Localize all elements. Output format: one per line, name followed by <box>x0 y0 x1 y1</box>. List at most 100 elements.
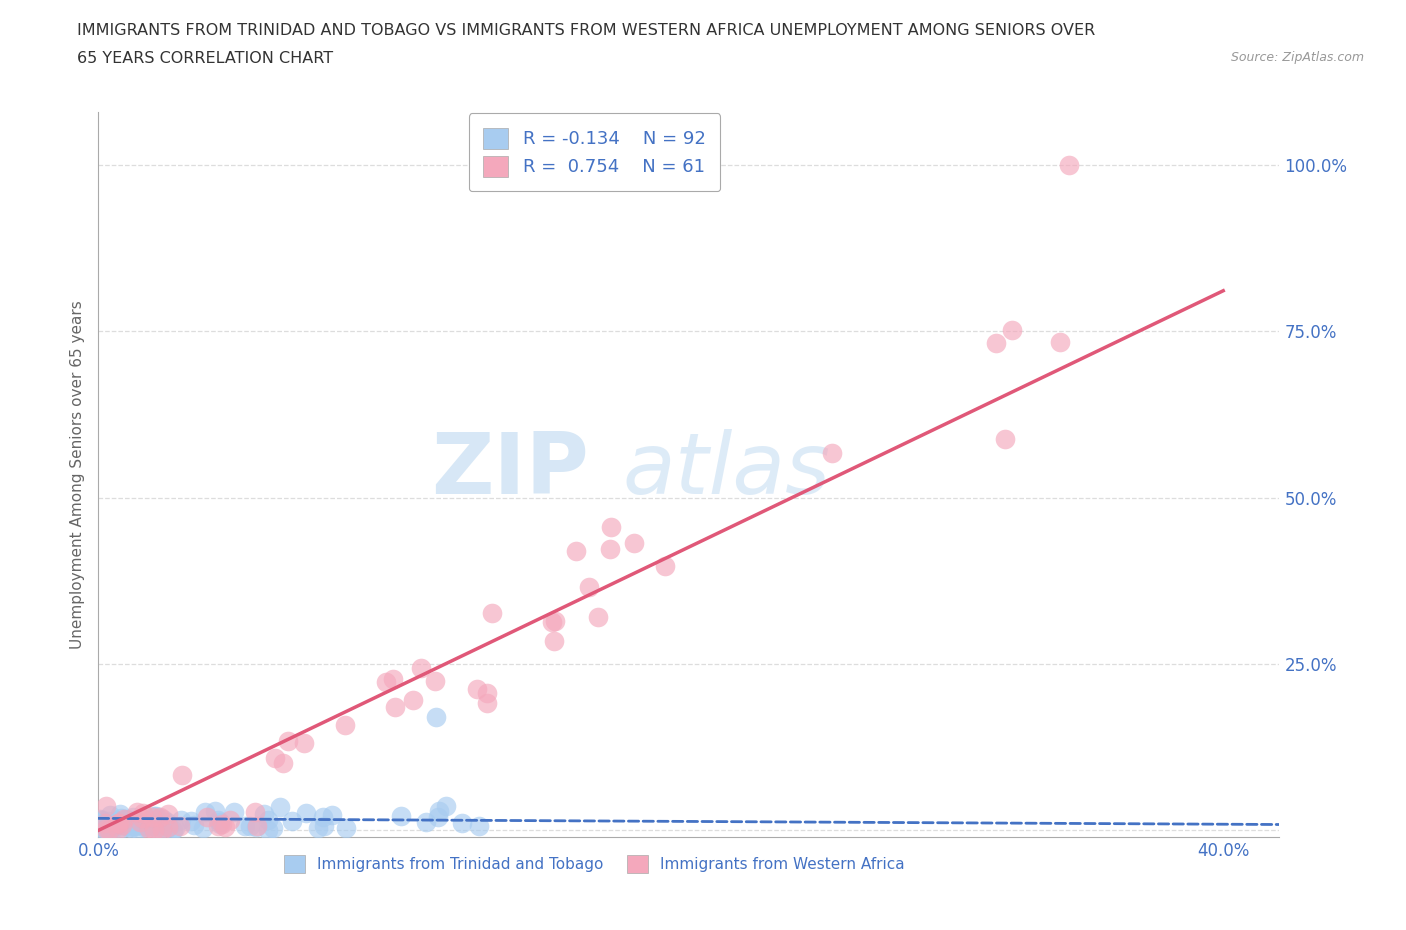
Point <box>131 810 153 825</box>
Point <box>120 815 142 830</box>
Point <box>114 819 136 834</box>
Point <box>91 819 114 834</box>
Point <box>105 814 128 829</box>
Point <box>94 816 117 830</box>
Point <box>87 815 110 830</box>
Point <box>98 822 121 837</box>
Point <box>118 819 141 834</box>
Point <box>125 816 148 830</box>
Point <box>600 520 623 535</box>
Point <box>145 808 167 823</box>
Point <box>110 807 132 822</box>
Point <box>114 817 136 831</box>
Point <box>157 819 180 834</box>
Text: ZIP: ZIP <box>430 429 589 512</box>
Point <box>156 815 179 830</box>
Point <box>256 813 278 828</box>
Point <box>120 816 142 830</box>
Point <box>128 815 150 830</box>
Point <box>107 816 129 830</box>
Point <box>98 807 121 822</box>
Text: atlas: atlas <box>623 429 831 512</box>
Point <box>262 820 284 835</box>
Point <box>103 817 125 832</box>
Point <box>162 823 184 838</box>
Point <box>434 798 457 813</box>
Point <box>111 817 134 832</box>
Point <box>90 820 112 835</box>
Point <box>425 673 447 688</box>
Point <box>207 818 229 833</box>
Point <box>111 817 134 832</box>
Point <box>586 609 609 624</box>
Text: Source: ZipAtlas.com: Source: ZipAtlas.com <box>1230 51 1364 64</box>
Point <box>125 814 148 829</box>
Point <box>148 822 170 837</box>
Point <box>104 817 127 831</box>
Point <box>125 818 148 833</box>
Point <box>96 799 118 814</box>
Point <box>384 700 406 715</box>
Point <box>118 817 141 831</box>
Point <box>246 818 269 833</box>
Point <box>111 821 134 836</box>
Point <box>108 816 131 830</box>
Point <box>245 819 267 834</box>
Point <box>104 818 127 833</box>
Point <box>451 816 474 830</box>
Point <box>97 814 120 829</box>
Point <box>142 818 165 833</box>
Point <box>117 813 139 828</box>
Point <box>118 813 141 828</box>
Point <box>578 579 600 594</box>
Point <box>110 811 132 826</box>
Point <box>389 808 412 823</box>
Point <box>132 819 155 834</box>
Point <box>122 817 145 832</box>
Point <box>149 820 172 835</box>
Point <box>269 799 291 814</box>
Point <box>481 606 503 621</box>
Point <box>219 812 242 827</box>
Point <box>465 682 488 697</box>
Point <box>271 756 294 771</box>
Point <box>89 812 111 827</box>
Point <box>127 821 149 836</box>
Point <box>115 815 138 830</box>
Point <box>277 734 299 749</box>
Text: 65 YEARS CORRELATION CHART: 65 YEARS CORRELATION CHART <box>77 51 333 66</box>
Point <box>131 817 153 831</box>
Point <box>209 817 232 831</box>
Point <box>91 817 114 832</box>
Point <box>425 710 447 724</box>
Point <box>112 812 135 827</box>
Point <box>157 806 180 821</box>
Point <box>475 685 498 700</box>
Point <box>468 818 491 833</box>
Point <box>170 813 193 828</box>
Point <box>195 809 218 824</box>
Point <box>335 821 357 836</box>
Point <box>335 717 357 732</box>
Point <box>170 768 193 783</box>
Point <box>138 819 160 834</box>
Point <box>993 432 1015 446</box>
Point <box>427 804 450 819</box>
Point <box>207 812 229 827</box>
Point <box>543 614 565 629</box>
Point <box>145 815 167 830</box>
Point <box>120 820 142 835</box>
Point <box>138 821 160 836</box>
Point <box>214 819 236 834</box>
Point <box>121 818 143 833</box>
Point <box>321 807 343 822</box>
Point <box>107 816 129 830</box>
Point <box>821 445 844 460</box>
Point <box>90 813 112 828</box>
Point <box>128 815 150 830</box>
Point <box>115 811 138 826</box>
Point <box>222 804 245 819</box>
Point <box>194 804 217 819</box>
Point <box>141 809 163 824</box>
Point <box>257 823 280 838</box>
